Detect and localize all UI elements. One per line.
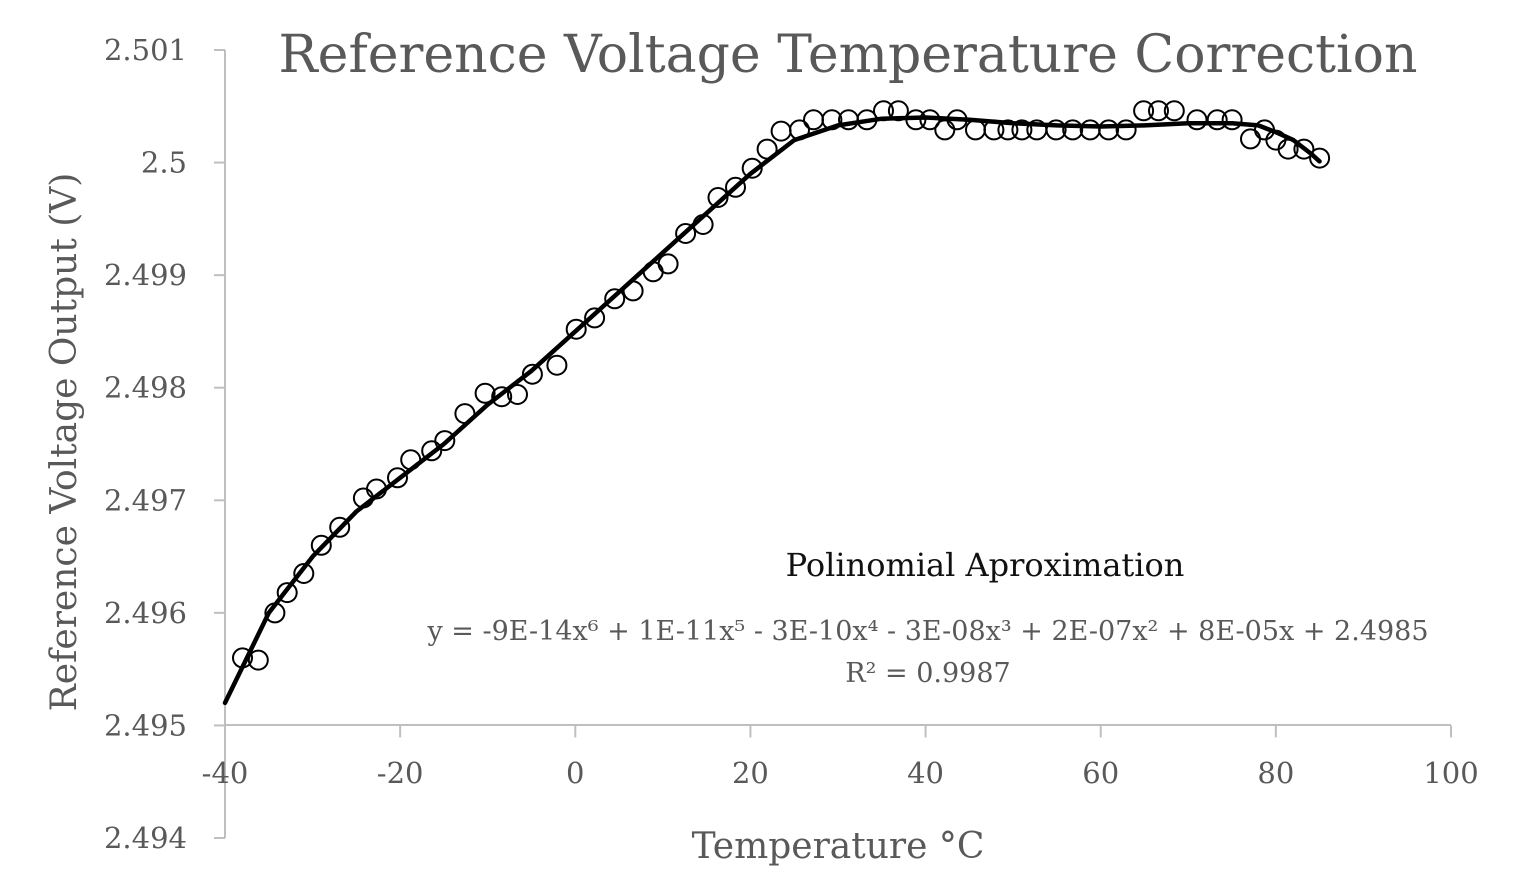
x-tick-group: -40 -20 0 20 40 60 80 100 (202, 725, 1479, 790)
data-point (675, 223, 697, 244)
x-tick-label: 100 (1423, 756, 1478, 790)
data-point (604, 288, 626, 310)
data-point (1240, 128, 1261, 150)
data-point (1277, 138, 1299, 160)
data-point (756, 138, 778, 160)
data-point (434, 430, 456, 452)
data-point (264, 602, 286, 624)
y-tick-label: 2.495 (104, 708, 187, 742)
data-point (1163, 100, 1185, 122)
data-point (887, 100, 909, 122)
data-point (1133, 100, 1155, 122)
fit-title: Polinomial Aproximation (786, 546, 1185, 584)
chart-title: Reference Voltage Temperature Correction (279, 25, 1418, 85)
data-point (474, 382, 496, 404)
x-tick-label: 20 (732, 756, 769, 790)
data-point (1011, 119, 1033, 141)
data-point (946, 109, 968, 131)
fit-equation: y = -9E-14x⁶ + 1E-11x⁵ - 3E-10x⁴ - 3E-08… (426, 616, 1428, 647)
data-point (1045, 119, 1067, 141)
data-point (276, 582, 298, 604)
data-point (329, 516, 351, 538)
data-series (232, 100, 1331, 671)
data-point (965, 119, 986, 141)
data-point (934, 119, 956, 141)
data-point (232, 647, 253, 669)
x-axis-label: Temperature °C (692, 826, 985, 867)
y-tick-group: 2.494 2.495 2.496 2.497 2.498 2.499 2.5 2.501 (104, 33, 225, 855)
data-point (789, 119, 810, 141)
y-tick-label: 2.498 (104, 371, 187, 405)
y-tick-label: 2.5 (141, 146, 187, 180)
data-point (657, 253, 679, 275)
x-tick-label: 80 (1257, 756, 1294, 790)
data-point (546, 354, 568, 376)
data-point (821, 109, 843, 131)
data-point (905, 109, 927, 131)
data-point (1206, 109, 1228, 131)
data-point (1221, 109, 1243, 131)
x-tick-label: -20 (377, 756, 424, 790)
data-point (1148, 100, 1169, 122)
data-point (1186, 109, 1208, 131)
x-tick-label: 0 (566, 756, 584, 790)
data-point (507, 384, 528, 405)
data-point (247, 649, 269, 671)
data-point (622, 280, 644, 302)
data-point (366, 478, 387, 500)
y-tick-label: 2.497 (104, 483, 187, 517)
data-point (919, 109, 941, 131)
data-point (770, 120, 792, 142)
data-point (1062, 119, 1084, 141)
data-point (1079, 119, 1101, 141)
x-tick-label: -40 (202, 756, 249, 790)
data-point (421, 440, 443, 462)
x-tick-label: 60 (1082, 756, 1119, 790)
data-point (1115, 119, 1137, 141)
data-point (856, 109, 878, 131)
y-axis-label: Reference Voltage Output (V) (44, 173, 85, 712)
data-point (642, 261, 664, 283)
data-point (873, 100, 894, 122)
data-point (741, 157, 763, 179)
data-point (1098, 119, 1120, 141)
data-point (400, 449, 422, 471)
y-tick-label: 2.499 (104, 258, 187, 292)
data-point (707, 187, 729, 208)
data-point (584, 307, 606, 329)
data-point (983, 119, 1005, 141)
data-point (1309, 147, 1331, 169)
y-tick-label: 2.501 (104, 33, 187, 67)
data-point (565, 318, 587, 340)
data-point (387, 467, 408, 489)
y-tick-label: 2.496 (104, 596, 187, 630)
data-point (293, 563, 315, 584)
data-point (803, 109, 824, 131)
data-point (491, 386, 513, 408)
data-point (997, 119, 1019, 141)
data-point (310, 534, 332, 556)
data-point (454, 403, 476, 425)
y-tick-label: 2.494 (104, 821, 187, 855)
fit-r-squared: R² = 0.9987 (845, 658, 1010, 689)
data-point (521, 363, 543, 385)
data-point (692, 214, 714, 235)
x-tick-label: 40 (907, 756, 944, 790)
data-point (1293, 138, 1315, 160)
data-point (725, 176, 746, 198)
